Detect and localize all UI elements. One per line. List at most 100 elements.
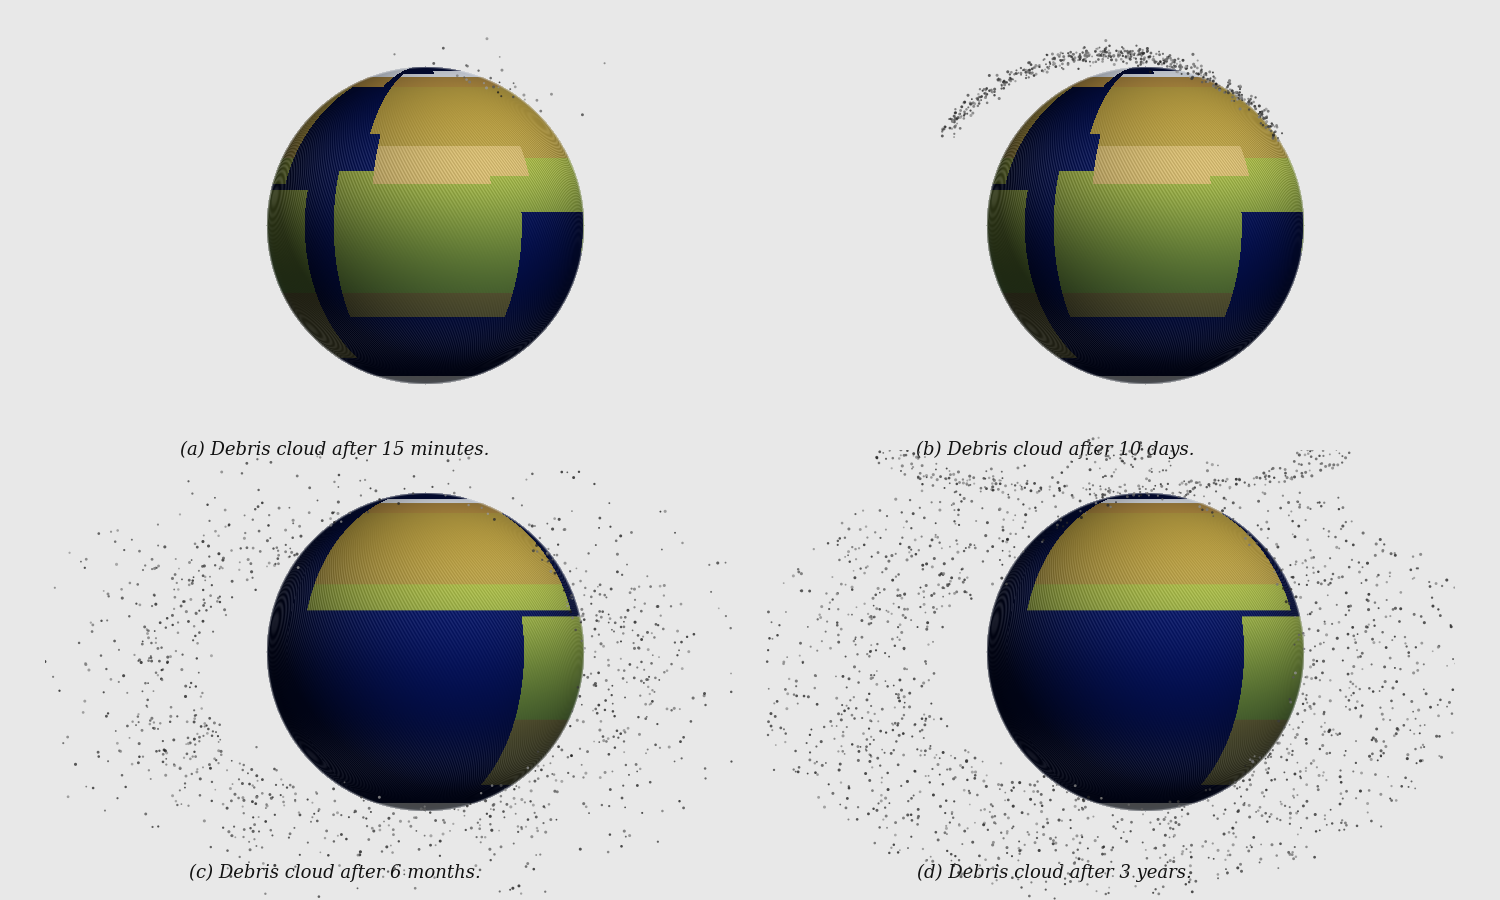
Point	[1158, 853, 1182, 868]
Point	[550, 774, 574, 788]
Point	[862, 836, 886, 850]
Point	[972, 82, 996, 96]
Point	[796, 689, 820, 704]
Point	[1166, 400, 1190, 414]
Point	[927, 578, 951, 592]
Point	[1292, 697, 1316, 711]
Point	[1269, 563, 1293, 578]
Point	[1114, 865, 1138, 879]
Point	[87, 750, 111, 764]
Point	[470, 786, 494, 800]
Point	[561, 610, 585, 625]
Point	[1292, 799, 1316, 814]
Point	[1260, 116, 1284, 130]
Point	[1424, 576, 1448, 590]
Point	[1370, 819, 1394, 833]
Point	[999, 72, 1023, 86]
Point	[1257, 464, 1281, 478]
Point	[1148, 850, 1172, 865]
Point	[186, 762, 210, 777]
Point	[509, 886, 532, 900]
Point	[1005, 409, 1029, 423]
Point	[1167, 799, 1191, 814]
Point	[1150, 53, 1174, 68]
Point	[1394, 770, 1417, 785]
Point	[1314, 773, 1338, 788]
Point	[1185, 537, 1209, 552]
Point	[1047, 856, 1071, 870]
Point	[136, 676, 160, 690]
Point	[998, 491, 1022, 505]
Point	[932, 568, 956, 582]
Point	[1338, 675, 1362, 689]
Point	[1149, 789, 1173, 804]
Point	[1119, 52, 1143, 67]
Point	[217, 518, 242, 532]
Point	[1076, 46, 1100, 60]
Point	[1236, 406, 1260, 420]
Point	[327, 859, 351, 873]
Point	[1019, 778, 1042, 792]
Point	[946, 418, 970, 433]
Point	[912, 598, 936, 612]
Point	[1028, 404, 1051, 419]
Point	[1227, 539, 1251, 554]
Point	[1227, 91, 1251, 105]
Point	[1068, 494, 1092, 508]
Point	[892, 643, 916, 657]
Point	[1224, 85, 1248, 99]
Point	[393, 868, 417, 882]
Point	[134, 676, 158, 690]
Point	[988, 477, 1012, 491]
Point	[1290, 442, 1314, 456]
Point	[518, 140, 542, 154]
Point	[906, 802, 930, 816]
Point	[478, 817, 502, 832]
Point	[932, 566, 956, 580]
Point	[1226, 92, 1250, 106]
Point	[1302, 697, 1326, 711]
Point	[993, 75, 1017, 89]
Point	[1122, 46, 1146, 60]
Point	[1281, 743, 1305, 758]
Point	[504, 778, 528, 793]
Point	[1410, 753, 1434, 768]
Point	[1143, 527, 1167, 542]
Point	[56, 730, 80, 744]
Point	[1317, 724, 1341, 739]
Point	[1155, 482, 1179, 497]
Point	[698, 558, 721, 572]
Point	[1346, 643, 1370, 657]
Point	[663, 526, 687, 540]
Point	[831, 729, 855, 743]
Point	[1258, 119, 1282, 133]
Point	[74, 657, 98, 671]
Point	[1052, 62, 1076, 77]
Point	[1320, 431, 1344, 446]
Point	[1438, 618, 1462, 633]
Point	[939, 847, 963, 861]
Point	[1317, 524, 1341, 538]
Point	[1094, 45, 1118, 59]
Point	[130, 724, 154, 738]
Point	[538, 756, 562, 770]
Point	[1122, 48, 1146, 62]
Point	[903, 717, 927, 732]
Point	[516, 857, 540, 871]
Point	[962, 471, 986, 485]
Point	[1056, 56, 1080, 70]
Point	[142, 624, 166, 638]
Point	[582, 650, 606, 664]
Point	[1000, 849, 1024, 863]
Point	[534, 564, 558, 579]
Point	[1023, 500, 1047, 515]
Point	[1138, 815, 1162, 830]
Point	[1134, 400, 1158, 415]
Point	[1239, 778, 1263, 792]
Point	[150, 672, 174, 687]
Point	[876, 680, 900, 694]
Point	[1056, 46, 1080, 60]
Point	[1263, 413, 1287, 428]
Point	[1370, 743, 1394, 758]
Point	[164, 567, 188, 581]
